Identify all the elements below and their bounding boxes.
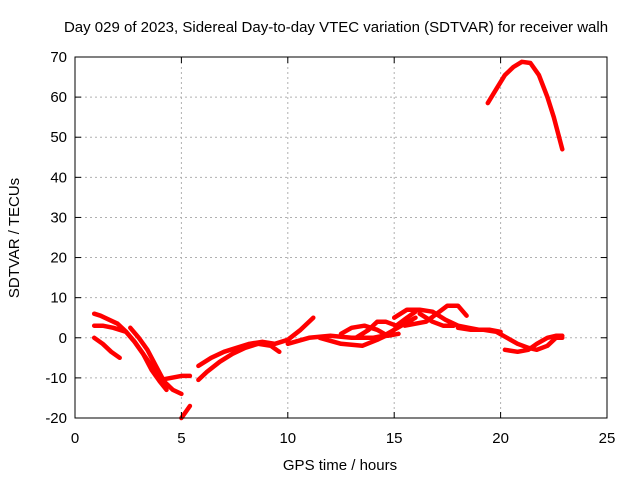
series-line-arc-14 <box>402 303 469 328</box>
series-line-arc-7 <box>196 341 282 383</box>
series-line-arc-2 <box>91 335 122 361</box>
x-tick-label: 20 <box>492 430 509 447</box>
series-line-arc-16 <box>455 325 565 353</box>
series-line-arc-4 <box>128 325 184 397</box>
y-tick-labels: -20 -10 0 10 20 30 40 50 60 70 <box>45 49 67 427</box>
plot-frame <box>74 56 608 419</box>
x-tick-label: 5 <box>177 430 185 447</box>
y-tick-label: 30 <box>50 209 67 226</box>
chart-title: Day 029 of 2023, Sidereal Day-to-day VTE… <box>64 19 608 36</box>
x-axis-label: GPS time / hours <box>283 457 397 474</box>
x-tick-label: 10 <box>279 430 296 447</box>
series-line-arc-18 <box>485 59 565 152</box>
y-tick-label: 0 <box>59 330 67 347</box>
y-tick-label: 60 <box>50 89 67 106</box>
series-line-arc-12 <box>353 309 418 341</box>
series-line-arc-15 <box>417 311 457 328</box>
series-line-arc-3 <box>91 323 171 389</box>
y-tick-label: 40 <box>50 169 67 186</box>
y-tick-label: -10 <box>45 370 67 387</box>
x-tick-label: 0 <box>71 430 79 447</box>
y-tick-label: 50 <box>50 129 67 146</box>
x-tick-label: 15 <box>386 430 403 447</box>
series-line-arc-6 <box>179 403 193 421</box>
y-tick-label: 20 <box>50 250 67 267</box>
series-layer <box>91 59 565 421</box>
x-tick-label: 25 <box>599 430 616 447</box>
series-line-arc-8 <box>196 315 316 369</box>
y-tick-label: 10 <box>50 290 67 307</box>
series-line-arc-17 <box>502 333 565 355</box>
series-line-arc-5 <box>157 373 193 383</box>
y-axis-label: SDTVAR / TECUs <box>6 178 23 298</box>
axis-ticks <box>74 56 608 419</box>
x-tick-labels: 0 5 10 15 20 25 <box>71 430 616 447</box>
y-tick-label: 70 <box>50 49 67 66</box>
y-tick-label: -20 <box>45 410 67 427</box>
